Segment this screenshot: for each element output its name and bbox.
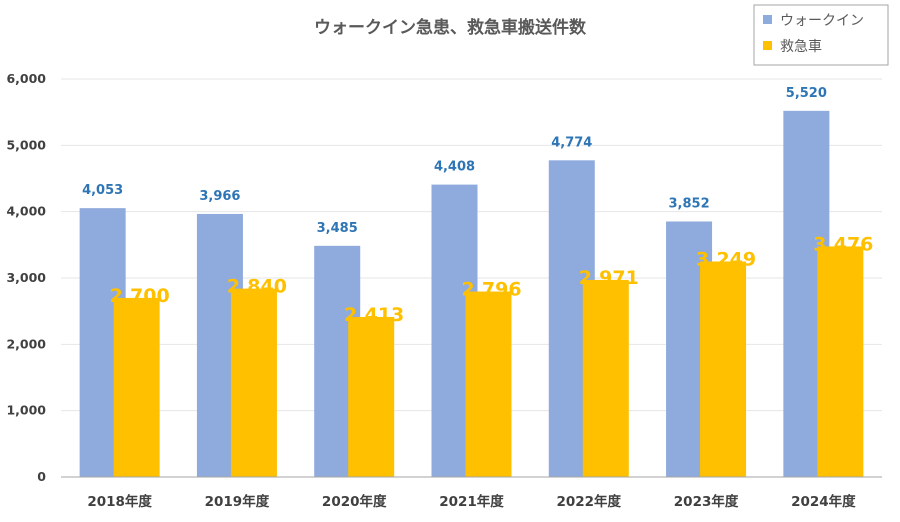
data-label-walkin: 5,520 — [786, 86, 827, 101]
x-tick-label: 2019年度 — [205, 493, 270, 510]
y-axis-ticks: 0 1,000 2,000 3,000 4,000 5,000 6,000 — [6, 71, 46, 484]
data-label-ambulance: 3,476 — [813, 233, 873, 255]
data-label-ambulance: 2,971 — [579, 267, 639, 289]
bar-ambulance — [465, 291, 512, 477]
x-tick-label: 2024年度 — [791, 493, 856, 510]
data-label-walkin: 3,852 — [669, 196, 710, 211]
bar-ambulance — [230, 288, 277, 477]
data-label-walkin: 4,053 — [82, 183, 123, 198]
x-tick-label: 2018年度 — [87, 493, 152, 510]
legend-box — [753, 4, 889, 66]
data-label-walkin: 4,774 — [551, 135, 592, 150]
bar-ambulance — [817, 246, 864, 477]
chart-title: ウォークイン急患、救急車搬送件数 — [314, 17, 587, 38]
data-label-ambulance: 2,700 — [110, 285, 170, 307]
data-label-ambulance: 2,413 — [344, 304, 404, 326]
data-labels: 4,053 2,700 3,966 2,840 3,485 2,413 4,408 2,796… — [82, 86, 873, 326]
y-tick-label: 3,000 — [6, 270, 46, 285]
x-tick-label: 2021年度 — [439, 493, 504, 510]
y-tick-label: 1,000 — [6, 403, 46, 418]
y-tick-label: 5,000 — [6, 137, 46, 152]
x-axis-ticks: 2018年度 2019年度 2020年度 2021年度 2022年度 2023年度 2024… — [87, 493, 856, 510]
data-label-ambulance: 3,249 — [696, 248, 756, 270]
x-tick-label: 2023年度 — [674, 493, 739, 510]
bar-ambulance — [582, 279, 629, 477]
y-tick-label: 0 — [37, 469, 46, 484]
x-tick-label: 2020年度 — [322, 493, 387, 510]
data-label-walkin: 3,966 — [199, 189, 240, 204]
bars — [79, 110, 864, 478]
y-tick-label: 2,000 — [6, 336, 46, 351]
bar-ambulance — [348, 316, 395, 477]
bar-ambulance — [700, 261, 747, 477]
x-tick-label: 2022年度 — [556, 493, 621, 510]
legend: ウォークイン 救急車 — [753, 4, 889, 66]
legend-swatch-walkin — [763, 15, 772, 24]
bar-ambulance — [113, 297, 160, 477]
data-label-walkin: 3,485 — [317, 221, 358, 236]
data-label-ambulance: 2,840 — [227, 276, 287, 298]
data-label-ambulance: 2,796 — [461, 279, 521, 301]
legend-label-walkin: ウォークイン — [780, 13, 864, 29]
legend-label-ambulance: 救急車 — [780, 38, 822, 55]
y-tick-label: 4,000 — [6, 204, 46, 219]
y-tick-label: 6,000 — [6, 71, 46, 86]
data-label-walkin: 4,408 — [434, 160, 475, 175]
legend-swatch-ambulance — [763, 41, 772, 50]
